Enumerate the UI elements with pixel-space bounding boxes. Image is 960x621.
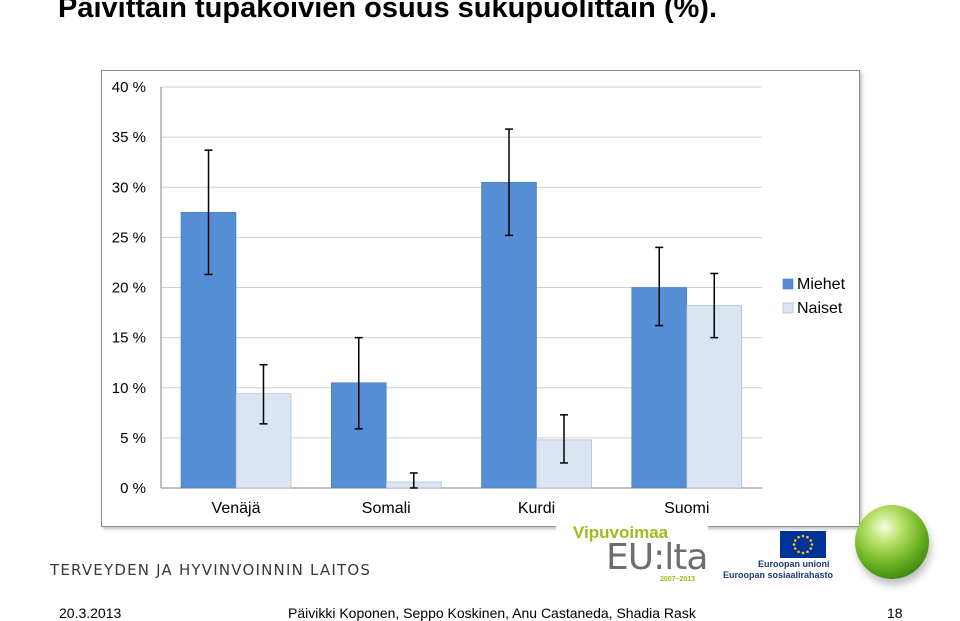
y-tick-label: 0 %	[120, 480, 146, 497]
footer-authors: Päivikki Koponen, Seppo Koskinen, Anu Ca…	[288, 605, 696, 621]
y-tick-label: 35 %	[112, 129, 146, 146]
y-tick-label: 10 %	[112, 380, 146, 397]
org-logo-text: TERVEYDEN JA HYVINVOINNIN LAITOS	[50, 561, 372, 579]
legend-label-miehet: Miehet	[797, 276, 846, 293]
program-years: 2007–2013	[660, 576, 696, 583]
x-category-label: Venäjä	[212, 500, 261, 517]
bar-naiset	[235, 393, 292, 489]
slide-footer: 20.3.2013 Päivikki Koponen, Seppo Koskin…	[0, 600, 960, 621]
eu-label-2: Euroopan sosiaalirahasto	[723, 570, 834, 580]
y-tick-label: 20 %	[112, 280, 146, 297]
x-category-label: Somali	[362, 500, 411, 517]
slide-title: Päivittäin tupakoivien osuus sukupuolitt…	[58, 0, 718, 24]
x-category-label: Suomi	[664, 500, 709, 517]
y-tick-label: 30 %	[112, 179, 146, 196]
y-tick-label: 25 %	[112, 229, 146, 246]
x-category-label: Kurdi	[518, 500, 555, 517]
program-sub: EU:lta	[606, 537, 708, 578]
y-tick-label: 40 %	[112, 79, 146, 96]
eu-flag-icon	[780, 531, 826, 558]
legend-swatch-naiset	[782, 302, 794, 314]
vipuvoimaa-logo: Vipuvoimaa EU:lta 2007–2013	[556, 520, 708, 590]
eu-label-1: Euroopan unioni	[758, 559, 830, 569]
y-tick-label: 5 %	[120, 430, 146, 447]
green-orb-logo-icon	[855, 505, 929, 579]
legend-swatch-miehet	[782, 278, 794, 290]
program-name: Vipuvoimaa	[573, 523, 669, 542]
page-number: 18	[887, 605, 903, 621]
footer-date: 20.3.2013	[59, 605, 122, 621]
legend-label-naiset: Naiset	[797, 300, 843, 317]
y-tick-label: 15 %	[112, 330, 146, 347]
